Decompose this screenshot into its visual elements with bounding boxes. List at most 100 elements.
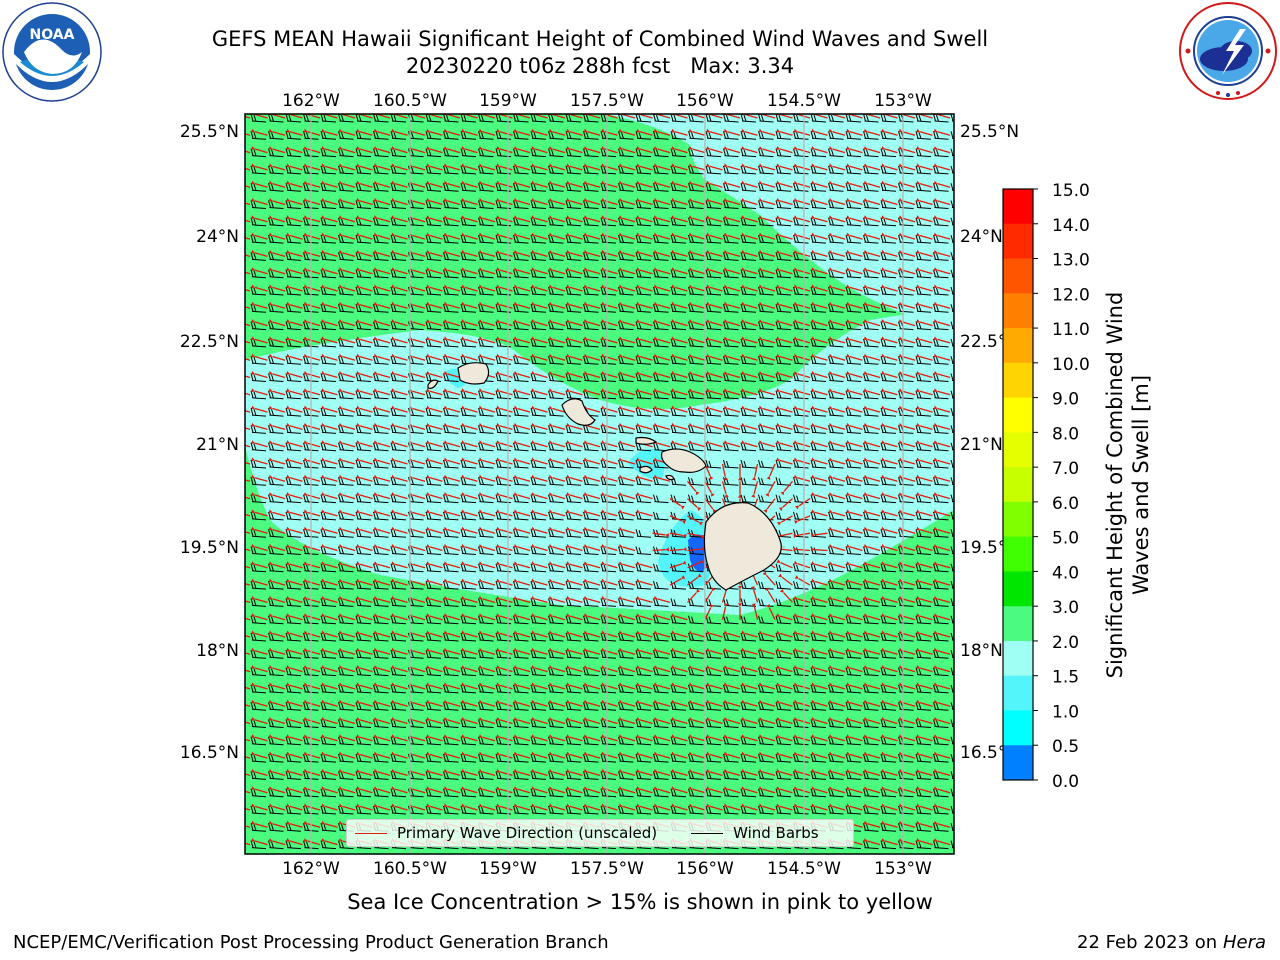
cyan-lee-maui <box>628 448 665 479</box>
footer-date: 22 Feb 2023 on Hera <box>1077 932 1266 953</box>
wind-barb <box>950 304 954 312</box>
wind-barb <box>950 356 954 364</box>
colorbar-tick-label: 8.0 <box>1052 424 1079 444</box>
colorbar-segment <box>1003 745 1033 781</box>
wind-barb <box>950 546 954 555</box>
wind-barb <box>758 477 774 486</box>
colorbar-segment <box>1003 467 1033 503</box>
lon-tick-top: 157.5°W <box>570 91 644 111</box>
wind-barb <box>950 511 954 520</box>
wind-barb <box>950 580 954 589</box>
lat-tick-left: 18°N <box>196 641 239 661</box>
legend-line-red <box>355 832 387 834</box>
wind-barb <box>950 390 954 399</box>
nws-logo <box>1178 1 1278 101</box>
lon-tick-top: 153°W <box>874 91 932 111</box>
colorbar-tick-label: 3.0 <box>1052 598 1079 618</box>
colorbar-segment <box>1003 223 1033 260</box>
wind-barb <box>793 563 809 573</box>
island-lanai <box>639 465 653 474</box>
wind-barb <box>688 529 704 538</box>
wind-barb <box>950 719 954 728</box>
wind-barb <box>950 615 954 624</box>
lon-tick-top: 160.5°W <box>373 91 447 111</box>
colorbar-tick-label: 0.0 <box>1052 772 1079 792</box>
legend-item-primary-wave: Primary Wave Direction (unscaled) <box>347 824 657 842</box>
lon-tick-bottom: 156°W <box>676 859 734 879</box>
wind-barb <box>950 131 954 139</box>
colorbar-segment <box>1003 293 1033 329</box>
map-legend: Primary Wave Direction (unscaled) Wind B… <box>346 819 854 847</box>
colorbar-tick-label: 1.0 <box>1052 702 1079 722</box>
colorbar: 15.0 14.0 13.0 12.0 11.0 10.0 9.0 8.0 7.0 6.0 5.0 4… <box>1002 181 1090 792</box>
footer-date-text: 22 Feb 2023 on <box>1077 932 1218 953</box>
colorbar-tick-label: 11.0 <box>1052 320 1090 340</box>
colorbar-tick-label: 0.5 <box>1052 737 1079 757</box>
wind-barb <box>950 494 954 503</box>
wind-barb <box>688 477 704 486</box>
colorbar-tick-label: 12.0 <box>1052 285 1090 305</box>
wind-barb <box>705 459 722 469</box>
wind-barb <box>950 753 954 762</box>
colorbar-segment <box>1003 328 1033 364</box>
wind-barb <box>775 511 792 521</box>
legend-item-wind-barbs: Wind Barbs <box>683 824 819 842</box>
wind-barb <box>670 598 687 607</box>
lat-tick-left: 24°N <box>196 227 239 247</box>
colorbar-tick-label: 6.0 <box>1052 494 1079 514</box>
lon-tick-bottom: 159°W <box>479 859 537 879</box>
lat-tick-left: 21°N <box>196 435 239 455</box>
wind-barb <box>950 234 954 243</box>
lat-tick-right: 21°N <box>960 435 1003 455</box>
wind-barb <box>793 580 809 590</box>
wind-barb <box>950 183 954 191</box>
colorbar-tick-label: 9.0 <box>1052 390 1079 410</box>
colorbar-segment <box>1003 571 1033 607</box>
wind-barb <box>740 598 757 607</box>
noaa-logo-text: NOAA <box>30 27 75 43</box>
sea-ice-note: Sea Ice Concentration > 15% is shown in … <box>347 890 933 914</box>
wind-barb <box>950 442 954 451</box>
wind-barb <box>793 494 809 504</box>
wind-barb <box>950 598 954 607</box>
wind-barb <box>688 615 704 625</box>
lon-tick-top: 156°W <box>676 91 734 111</box>
colorbar-tick-label: 14.0 <box>1052 216 1090 236</box>
wind-barb <box>950 684 954 693</box>
wind-barb <box>950 771 954 780</box>
wind-barb <box>705 477 722 486</box>
wind-barb <box>758 494 774 504</box>
wind-barb <box>740 615 757 625</box>
colorbar-tick-label: 10.0 <box>1052 355 1090 375</box>
wind-barb <box>758 615 774 625</box>
lat-tick-left: 16.5°N <box>180 743 239 763</box>
footer-credit: NCEP/EMC/Verification Post Processing Pr… <box>13 932 609 953</box>
colorbar-segment <box>1003 640 1033 677</box>
wind-barb <box>950 736 954 745</box>
wind-barb <box>758 459 774 469</box>
wind-barb <box>950 165 954 174</box>
wind-barb <box>950 529 954 537</box>
wind-barb <box>688 580 704 590</box>
lon-tick-top: 154.5°W <box>767 91 841 111</box>
lon-tick-bottom: 162°W <box>282 859 340 879</box>
colorbar-tick-label: 2.0 <box>1052 633 1079 653</box>
wind-barb <box>705 494 722 504</box>
wind-barb <box>775 598 792 607</box>
lat-tick-right: 24°N <box>960 227 1003 247</box>
wind-barb <box>950 373 954 382</box>
colorbar-tick-label: 1.5 <box>1052 668 1079 688</box>
colorbar-tick-label: 5.0 <box>1052 529 1079 549</box>
wind-barb <box>950 407 954 416</box>
lon-tick-top: 162°W <box>282 91 340 111</box>
colorbar-tick-label: 7.0 <box>1052 459 1079 479</box>
lon-tick-bottom: 160.5°W <box>373 859 447 879</box>
map-subtitle: 20230220 t06z 288h fcst Max: 3.34 <box>405 54 795 78</box>
colorbar-segment <box>1003 432 1033 468</box>
wind-barb <box>723 459 739 469</box>
wind-barb <box>775 580 792 590</box>
lon-tick-top: 159°W <box>479 91 537 111</box>
wind-barb <box>950 425 954 434</box>
wind-barb <box>670 529 687 538</box>
lon-tick-bottom: 153°W <box>874 859 932 879</box>
